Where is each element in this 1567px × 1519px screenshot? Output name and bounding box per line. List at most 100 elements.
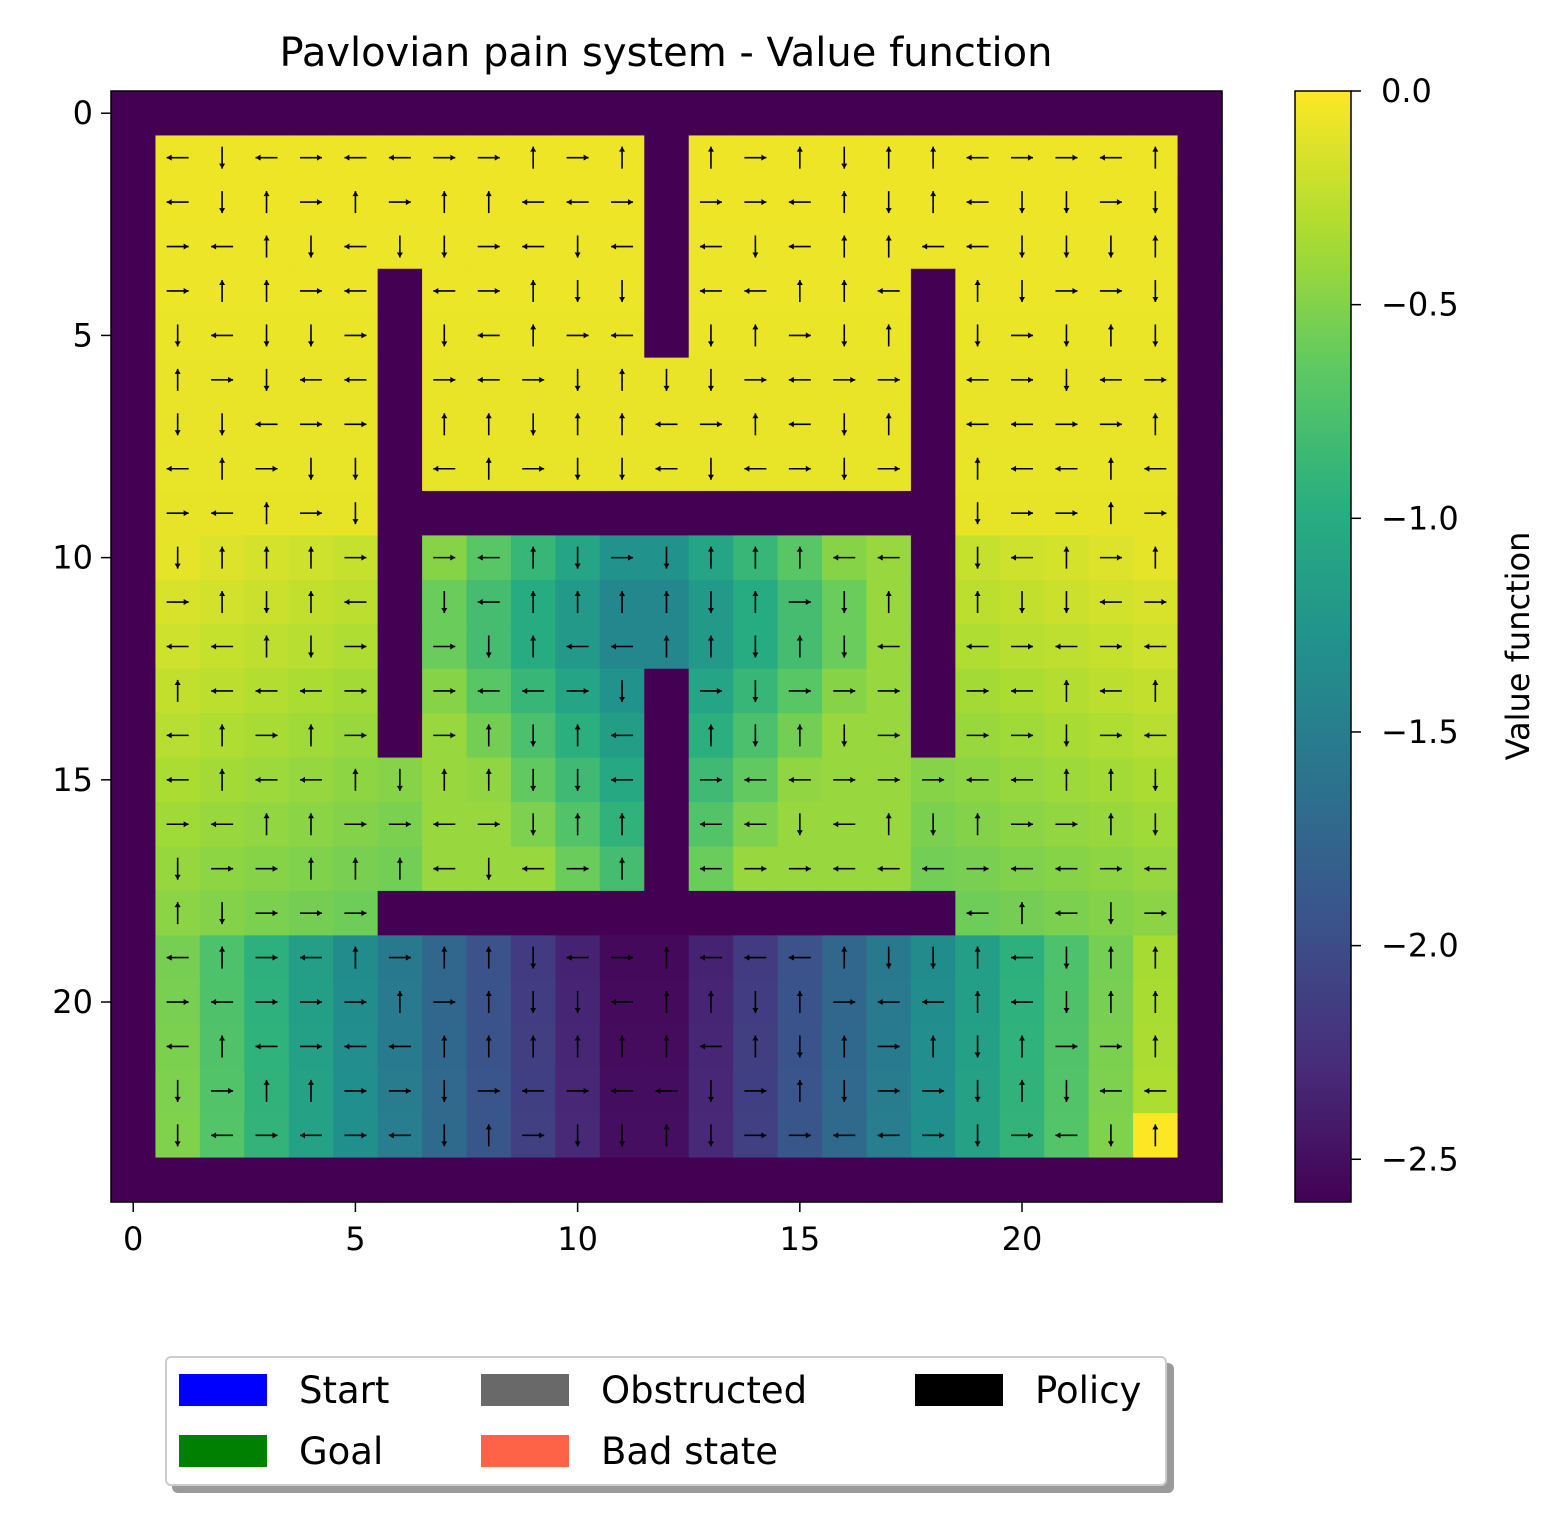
policy-arrow [433, 465, 456, 472]
policy-arrow [344, 554, 367, 561]
policy-arrow [841, 235, 848, 258]
policy-arrow [566, 332, 589, 339]
policy-arrow [1063, 1079, 1070, 1102]
policy-arrow [663, 591, 670, 614]
policy-arrow [574, 1124, 581, 1147]
policy-arrow [1011, 643, 1034, 650]
policy-arrow [877, 1132, 900, 1139]
policy-arrow [1099, 421, 1122, 428]
policy-arrow [522, 243, 545, 250]
wall-cell [111, 668, 157, 714]
wall-cell [510, 890, 556, 936]
policy-arrow [211, 687, 234, 694]
policy-arrow [433, 865, 456, 872]
legend-label-policy: Policy [1035, 1368, 1142, 1412]
policy-arrow [299, 1043, 322, 1050]
policy-arrow [174, 324, 181, 347]
policy-arrow [699, 199, 722, 206]
policy-arrow [619, 679, 626, 702]
policy-arrow [707, 546, 714, 569]
policy-arrow [219, 191, 226, 214]
policy-arrow [574, 724, 581, 747]
policy-arrow [566, 865, 589, 872]
policy-arrow [974, 546, 981, 569]
wall-cell [288, 1157, 334, 1203]
legend-swatch-bad-state [481, 1435, 569, 1467]
policy-arrow [885, 191, 892, 214]
policy-arrow [1063, 768, 1070, 791]
policy-arrow [922, 776, 945, 783]
policy-arrow [877, 465, 900, 472]
policy-arrow [1144, 1087, 1167, 1094]
wall-cell [866, 1157, 912, 1203]
policy-arrow [174, 1124, 181, 1147]
policy-arrow [833, 821, 856, 828]
wall-cell [599, 890, 645, 936]
policy-arrow [477, 554, 500, 561]
policy-arrow [877, 776, 900, 783]
wall-cell [1177, 846, 1223, 892]
policy-arrow [1063, 679, 1070, 702]
policy-arrow [344, 1087, 367, 1094]
policy-arrow [1011, 732, 1034, 739]
policy-arrow [441, 946, 448, 969]
wall-cell [510, 91, 556, 137]
policy-arrow [833, 376, 856, 383]
wall-cell [910, 490, 956, 536]
policy-arrow [299, 687, 322, 694]
wall-cell [422, 490, 468, 536]
policy-arrow [219, 946, 226, 969]
policy-arrow [619, 813, 626, 836]
wall-cell [1088, 91, 1134, 137]
policy-arrow [566, 199, 589, 206]
policy-arrow [1099, 643, 1122, 650]
policy-arrow [1152, 324, 1159, 347]
policy-arrow [307, 324, 314, 347]
wall-cell [111, 846, 157, 892]
policy-arrow [299, 776, 322, 783]
wall-cell [466, 1157, 512, 1203]
wall-cell [1088, 1157, 1134, 1203]
policy-arrow [263, 279, 270, 302]
wall-cell [422, 91, 468, 137]
policy-arrow [966, 732, 989, 739]
wall-cell [377, 313, 423, 359]
x-tick-label: 10 [557, 1220, 598, 1258]
policy-arrow [833, 687, 856, 694]
policy-arrow [1099, 732, 1122, 739]
policy-arrow [485, 1035, 492, 1058]
policy-arrow [1144, 865, 1167, 872]
wall-cell [377, 357, 423, 403]
policy-arrow [255, 687, 278, 694]
policy-arrow [1099, 554, 1122, 561]
policy-arrow [219, 546, 226, 569]
policy-arrow [433, 687, 456, 694]
wall-cell [1177, 1113, 1223, 1159]
policy-arrow [966, 776, 989, 783]
policy-arrow [1055, 154, 1078, 161]
policy-arrow [530, 146, 537, 169]
policy-arrow [485, 991, 492, 1014]
wall-cell [111, 1024, 157, 1070]
wall-cell [910, 579, 956, 625]
wall-cell [1177, 624, 1223, 670]
policy-arrow [930, 946, 937, 969]
policy-arrow [1019, 1035, 1026, 1058]
policy-arrow [166, 643, 189, 650]
policy-arrow [441, 191, 448, 214]
wall-cell [688, 490, 734, 536]
policy-arrow [485, 1124, 492, 1147]
policy-arrow [174, 1079, 181, 1102]
legend-item-obstructed: Obstructed [481, 1369, 807, 1412]
policy-arrow [752, 635, 759, 658]
wall-cell [910, 668, 956, 714]
wall-cell [644, 713, 690, 759]
wall-cell [910, 313, 956, 359]
policy-arrow [263, 1079, 270, 1102]
policy-arrow [344, 332, 367, 339]
policy-arrow [255, 1132, 278, 1139]
policy-arrow [307, 457, 314, 480]
policy-arrow [352, 502, 359, 525]
policy-arrow [1152, 946, 1159, 969]
wall-cell [777, 1157, 823, 1203]
